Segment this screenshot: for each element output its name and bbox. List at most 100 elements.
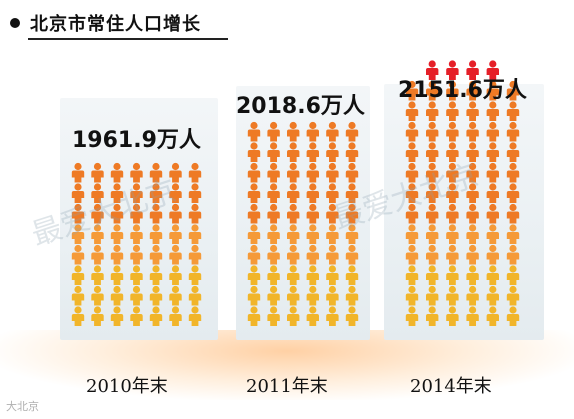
person-icon: [326, 121, 339, 142]
person-icon: [71, 265, 85, 285]
person-icon: [426, 306, 439, 326]
person-icon: [71, 285, 85, 306]
value-label-2011: 2018.6万人: [236, 94, 365, 119]
person-icon: [169, 265, 182, 285]
person-icon: [91, 244, 104, 265]
person-icon: [405, 142, 419, 162]
person-icon: [306, 306, 319, 326]
person-icon: [287, 224, 300, 244]
person-icon: [188, 285, 202, 306]
value-label-2014: 2151.6万人: [398, 78, 527, 103]
person-icon: [405, 244, 419, 265]
person-icon: [506, 244, 520, 265]
person-icon: [306, 203, 319, 224]
value-label-2010: 1961.9万人: [72, 128, 201, 153]
person-icon: [405, 80, 419, 101]
person-icon: [71, 224, 85, 244]
person-icon: [426, 80, 439, 101]
person-icon: [466, 162, 479, 183]
category-label-2014: 2014年末: [410, 376, 492, 397]
person-icon: [267, 183, 280, 203]
person-icon: [91, 224, 104, 244]
person-icon: [405, 203, 419, 224]
person-icon: [71, 162, 85, 183]
person-icon: [326, 306, 339, 326]
person-icon: [267, 203, 280, 224]
person-icon: [446, 101, 459, 121]
person-icon: [405, 285, 419, 306]
person-icon: [506, 80, 520, 101]
person-icon: [345, 224, 359, 244]
person-icon: [405, 224, 419, 244]
person-icon: [446, 183, 459, 203]
person-icon: [71, 203, 85, 224]
person-icon: [326, 203, 339, 224]
person-icon: [466, 101, 479, 121]
person-icon: [188, 224, 202, 244]
person-icon: [405, 183, 419, 203]
person-icon: [247, 285, 261, 306]
person-icon: [287, 203, 300, 224]
person-icon: [247, 203, 261, 224]
person-icon: [91, 183, 104, 203]
person-icon: [345, 121, 359, 142]
person-icon: [466, 142, 479, 162]
person-icon: [426, 203, 439, 224]
person-icon: [466, 265, 479, 285]
person-icon: [326, 265, 339, 285]
person-icon: [405, 121, 419, 142]
person-icon: [466, 183, 479, 203]
person-icon: [71, 244, 85, 265]
category-label-2011: 2011年末: [246, 376, 328, 397]
person-icon: [426, 142, 439, 162]
person-icon: [110, 265, 124, 285]
ground-glow: [0, 330, 574, 400]
person-icon: [71, 183, 85, 203]
person-icon: [130, 285, 143, 306]
person-icon: [345, 306, 359, 326]
person-icon: [110, 224, 124, 244]
person-icon: [188, 183, 202, 203]
person-icon: [267, 244, 280, 265]
person-icon: [486, 183, 499, 203]
person-icon: [345, 265, 359, 285]
person-icon: [486, 142, 499, 162]
person-icon: [267, 142, 280, 162]
person-icon: [267, 121, 280, 142]
person-icon: [287, 285, 300, 306]
person-icon: [188, 265, 202, 285]
person-icon: [506, 285, 520, 306]
person-icon: [506, 203, 520, 224]
person-icon: [405, 265, 419, 285]
person-icon: [188, 244, 202, 265]
person-icon: [345, 162, 359, 183]
person-icon: [306, 244, 319, 265]
person-icon: [405, 306, 419, 326]
person-icon: [506, 183, 520, 203]
person-icon: [466, 285, 479, 306]
person-icon: [326, 183, 339, 203]
person-icon: [91, 285, 104, 306]
person-icon: [149, 183, 163, 203]
person-icon: [345, 244, 359, 265]
person-icon: [426, 121, 439, 142]
person-icon: [287, 121, 300, 142]
person-icon: [267, 224, 280, 244]
person-icon: [267, 285, 280, 306]
person-icon: [326, 162, 339, 183]
person-icon: [446, 224, 459, 244]
person-icon: [446, 265, 459, 285]
person-icon: [169, 306, 182, 326]
person-icon: [506, 224, 520, 244]
person-icon: [486, 244, 499, 265]
person-icon: [149, 244, 163, 265]
person-icon: [486, 101, 499, 121]
person-icon: [446, 80, 459, 101]
person-icon: [486, 60, 499, 80]
person-icon: [326, 244, 339, 265]
person-icon: [466, 203, 479, 224]
person-icon: [486, 121, 499, 142]
person-icon: [426, 101, 439, 121]
person-icon: [405, 101, 419, 121]
